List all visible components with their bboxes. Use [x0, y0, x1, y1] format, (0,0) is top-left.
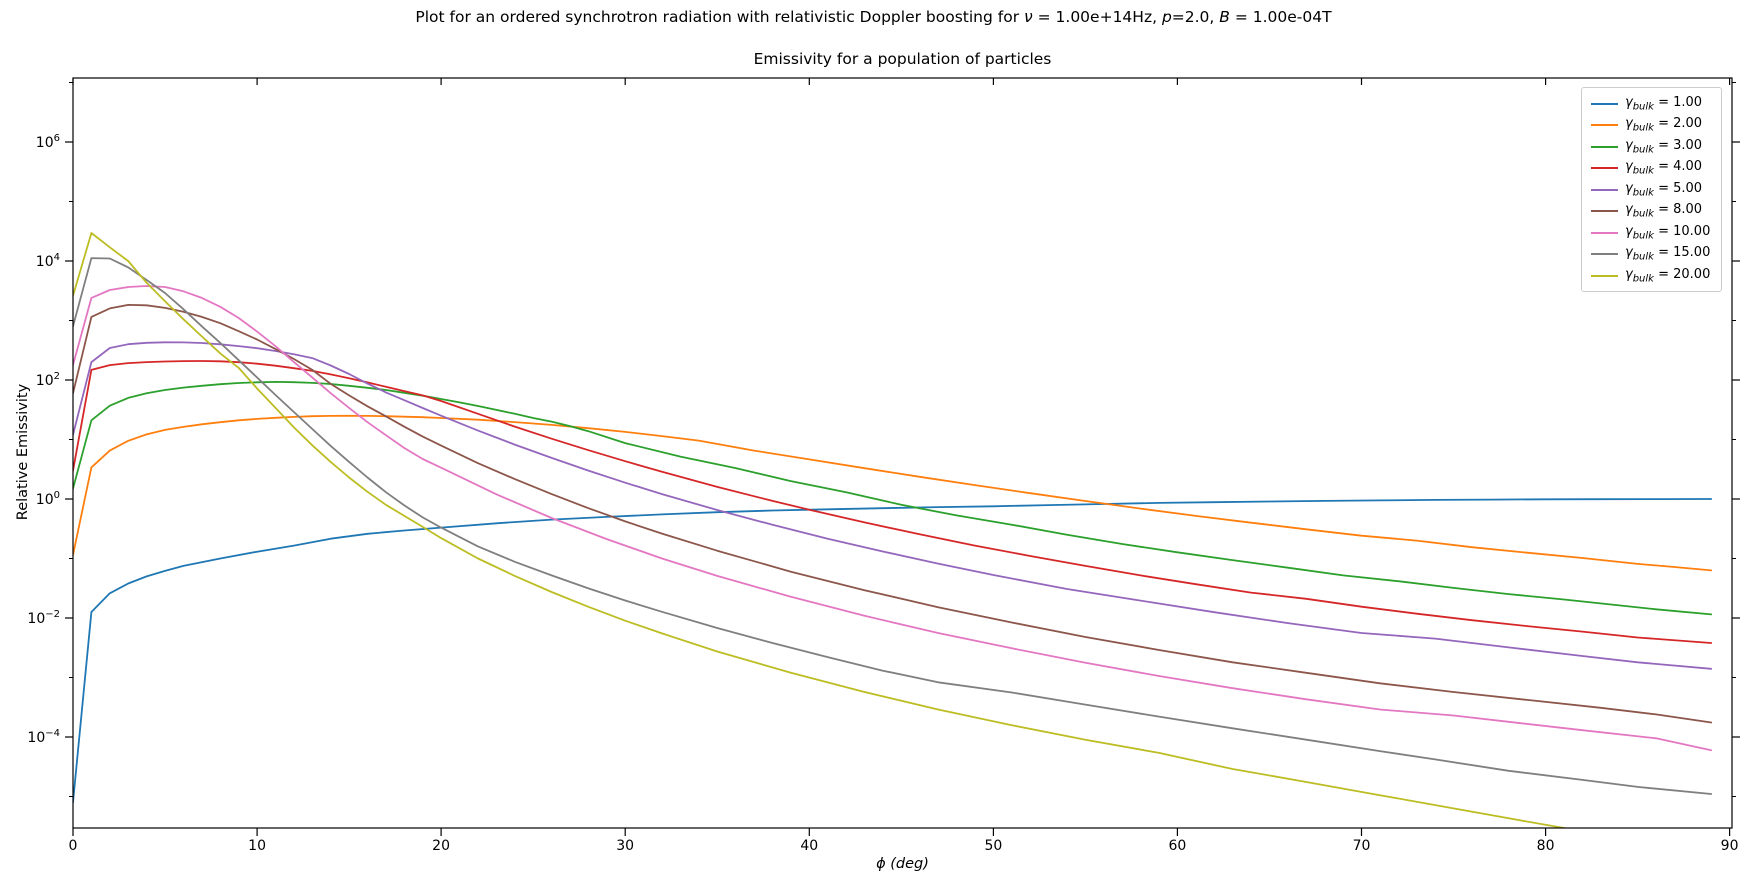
- y-tick-label: 106: [35, 133, 60, 151]
- legend-label: γbulk = 2.00: [1625, 116, 1703, 135]
- series-line-gamma-4: [73, 360, 1713, 644]
- legend-entry: γbulk = 15.00: [1582, 244, 1721, 266]
- x-tick-label: 90: [1720, 838, 1739, 854]
- x-tick-label: 80: [1536, 838, 1555, 854]
- x-tick-label: 0: [68, 838, 78, 854]
- legend-line-swatch: [1591, 274, 1618, 277]
- legend-label: γbulk = 4.00: [1625, 159, 1703, 178]
- legend-line-swatch: [1591, 102, 1618, 105]
- text-run: = 1.00e-04T: [1229, 8, 1332, 26]
- text-run: B: [1219, 8, 1230, 26]
- legend-entry: γbulk = 8.00: [1582, 201, 1721, 223]
- legend-label: γbulk = 10.00: [1625, 223, 1711, 242]
- x-tick-label: 60: [1168, 838, 1187, 854]
- x-tick-label: 20: [432, 838, 451, 854]
- legend-entry: γbulk = 2.00: [1582, 115, 1721, 137]
- legend-line-swatch: [1591, 253, 1618, 256]
- legend-entry: γbulk = 5.00: [1582, 179, 1721, 201]
- figure-suptitle: Plot for an ordered synchrotron radiatio…: [0, 8, 1747, 26]
- x-tick-label: 50: [984, 838, 1003, 854]
- series-line-gamma-2: [73, 414, 1713, 572]
- legend-line-swatch: [1591, 167, 1618, 170]
- x-tick-label: 40: [800, 838, 819, 854]
- text-run: Plot for an ordered synchrotron radiatio…: [415, 8, 1025, 26]
- legend-label: γbulk = 15.00: [1625, 245, 1711, 264]
- legend: γbulk = 1.00 γbulk = 2.00 γbulk = 3.00 γbul…: [1581, 87, 1722, 292]
- y-tick-label: 104: [35, 252, 60, 270]
- legend-entry: γbulk = 4.00: [1582, 158, 1721, 180]
- y-tick-label: 10−2: [27, 609, 60, 627]
- legend-line-swatch: [1591, 124, 1618, 127]
- y-axis-label: Relative Emissivity: [15, 383, 31, 521]
- series-line-gamma-20: [73, 232, 1568, 828]
- legend-label: γbulk = 1.00: [1625, 94, 1703, 113]
- axes-spines: [72, 77, 1733, 829]
- y-tick-label: 102: [35, 371, 60, 389]
- legend-line-swatch: [1591, 188, 1618, 191]
- legend-entry: γbulk = 3.00: [1582, 136, 1721, 158]
- text-run: p: [1161, 8, 1172, 26]
- x-tick-label: 10: [248, 838, 267, 854]
- series-line-gamma-15: [73, 257, 1713, 795]
- x-tick-label: 70: [1352, 838, 1371, 854]
- legend-entry: γbulk = 1.00: [1582, 93, 1721, 115]
- text-run: =2.0,: [1171, 8, 1220, 26]
- y-tick-label: 100: [35, 490, 60, 508]
- legend-line-swatch: [1591, 231, 1618, 234]
- legend-line-swatch: [1591, 145, 1618, 148]
- x-tick-label: 30: [616, 838, 635, 854]
- legend-entry: γbulk = 20.00: [1582, 265, 1721, 287]
- series-line-gamma-1: [73, 498, 1713, 804]
- legend-label: γbulk = 8.00: [1625, 202, 1703, 221]
- series-line-gamma-5: [73, 341, 1713, 670]
- text-run: ν: [1024, 8, 1033, 26]
- text-run: = 1.00e+14Hz,: [1032, 8, 1162, 26]
- legend-label: γbulk = 5.00: [1625, 180, 1703, 199]
- series-line-gamma-8: [73, 304, 1713, 724]
- series-line-gamma-3: [73, 381, 1713, 616]
- y-tick-label: 10−4: [27, 728, 60, 746]
- legend-line-swatch: [1591, 210, 1618, 213]
- text-run: ϕ (deg): [876, 856, 929, 872]
- legend-label: γbulk = 3.00: [1625, 137, 1703, 156]
- series-line-gamma-10: [73, 285, 1713, 752]
- axes-title: Emissivity for a population of particles: [753, 50, 1052, 68]
- x-axis-label: ϕ (deg): [73, 856, 1732, 872]
- legend-label: γbulk = 20.00: [1625, 266, 1711, 285]
- legend-entry: γbulk = 10.00: [1582, 222, 1721, 244]
